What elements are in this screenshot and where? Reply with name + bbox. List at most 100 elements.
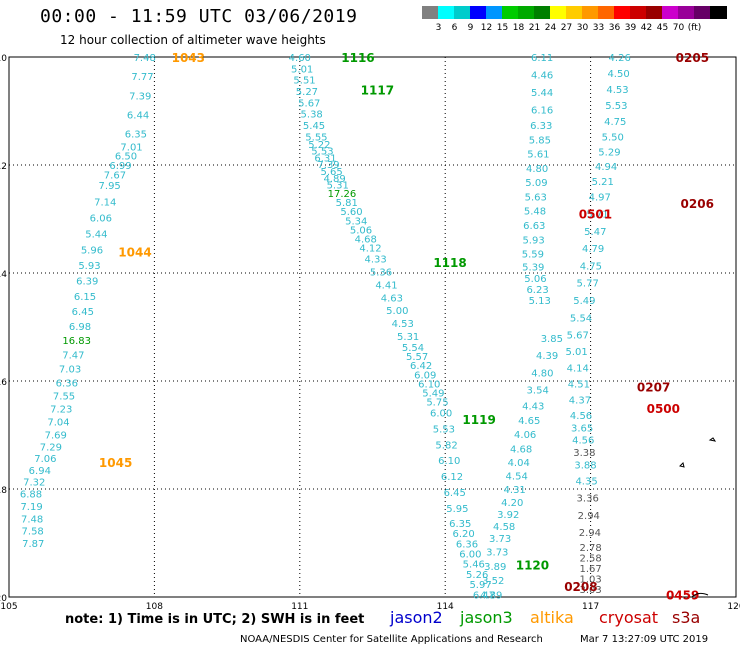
legend-jason3: jason3 [460, 608, 513, 627]
swh-value: 4.80 [531, 368, 553, 379]
color-scale-label: 21 [528, 23, 541, 33]
swh-value: 5.51 [293, 76, 315, 87]
swh-value: 7.95 [99, 181, 121, 192]
color-swatch [678, 6, 695, 19]
swh-value: 6.50 [115, 152, 137, 163]
swh-value: 7.48 [21, 514, 43, 525]
color-scale-label: 33 [592, 23, 605, 33]
time-label: 0459 [666, 588, 699, 602]
swh-value: 6.63 [523, 221, 545, 232]
swh-value: 4.04 [508, 458, 530, 469]
swh-value: 4.79 [582, 244, 604, 255]
swh-value: 5.06 [350, 225, 372, 236]
swh-value: 7.39 [129, 91, 151, 102]
swh-value: 7.29 [40, 442, 62, 453]
color-scale-label: 30 [576, 23, 589, 33]
lat-tick-label: 20 [0, 594, 7, 604]
swh-value: 5.46 [463, 560, 485, 571]
color-swatch [550, 6, 567, 19]
swh-value: 6.09 [414, 370, 436, 381]
color-swatch [502, 6, 519, 19]
swh-value: 5.34 [345, 216, 367, 227]
color-scale-label: 27 [560, 23, 573, 33]
swh-value: 5.77 [577, 279, 599, 290]
swh-value: 4.33 [364, 255, 386, 266]
swh-value: 7.32 [23, 478, 45, 489]
footer: NOAA/NESDIS Center for Satellite Applica… [240, 634, 708, 645]
swh-value: 5.67 [298, 98, 320, 109]
swh-value: 6.42 [410, 361, 432, 372]
swh-value: 4.53 [392, 319, 414, 330]
swh-value: 5.48 [524, 207, 546, 218]
color-swatch [662, 6, 679, 19]
swh-value: 5.96 [81, 245, 103, 256]
lon-tick-label: 108 [146, 602, 163, 612]
swh-value: 5.44 [531, 88, 553, 99]
swh-value: 5.54 [402, 343, 424, 354]
swh-value: 5.36 [370, 268, 392, 279]
swh-value: 6.45 [444, 488, 466, 499]
swh-value: 4.68 [510, 444, 532, 455]
swh-value: 7.77 [131, 72, 153, 83]
swh-value: 2.94 [579, 528, 601, 539]
swh-value: 4.06 [514, 430, 536, 441]
swh-value: 5.93 [78, 261, 100, 272]
swh-value: 4.65 [518, 416, 540, 427]
lon-tick-label: 111 [291, 602, 308, 612]
swh-value: 4.31 [504, 485, 526, 496]
swh-value: 6.31 [314, 153, 336, 164]
lat-tick-label: 10 [0, 54, 7, 64]
swh-value: 6.44 [127, 110, 149, 121]
note-text: note: 1) Time is in UTC; 2) SWH is in fe… [65, 612, 365, 627]
swh-value: 6.10 [438, 456, 460, 467]
swh-value: 17.26 [328, 189, 357, 200]
swh-value: 5.26 [466, 570, 488, 581]
swh-value: 7.55 [53, 392, 75, 403]
color-swatch [630, 6, 647, 19]
swh-value: 3.03 [579, 585, 601, 596]
swh-value: 6.35 [125, 130, 147, 141]
time-label: 0207 [637, 380, 670, 394]
swh-value: 7.69 [45, 430, 67, 441]
color-scale-label: 70 [672, 23, 685, 33]
swh-value: 4.37 [569, 395, 591, 406]
swh-value: 5.31 [397, 332, 419, 343]
swh-value: 5.75 [426, 398, 448, 409]
swh-value: 6.94 [29, 466, 51, 477]
color-swatch [454, 6, 471, 19]
swh-value: 5.01 [565, 347, 587, 358]
swh-value: 5.54 [570, 313, 592, 324]
color-scale-label: (ft) [687, 23, 702, 33]
lat-tick-label: 16 [0, 378, 7, 388]
swh-value: 5.01 [291, 64, 313, 75]
swh-value: 5.53 [433, 424, 455, 435]
swh-value: 5.50 [602, 132, 624, 143]
coastline-outline [691, 592, 709, 598]
swh-value: 5.06 [524, 274, 546, 285]
swh-value: 3.54 [527, 386, 549, 397]
swh-value: 4.41 [375, 280, 397, 291]
swh-value: 6.45 [72, 307, 94, 318]
swh-value: 4.89 [480, 590, 502, 601]
swh-value: 6.47 [473, 590, 495, 601]
island-outline [679, 462, 685, 468]
lat-tick-label: 12 [0, 162, 7, 172]
swh-value: 3.92 [497, 510, 519, 521]
lat-tick-label: 14 [0, 270, 7, 280]
swh-value: 7.23 [50, 405, 72, 416]
swh-value: 4.56 [570, 411, 592, 422]
color-scale-label: 9 [467, 23, 474, 33]
swh-value: 4.56 [572, 436, 594, 447]
swh-value: 16.83 [62, 336, 91, 347]
color-swatch [582, 6, 599, 19]
swh-value: 7.67 [104, 170, 126, 181]
color-scale-label: 39 [624, 23, 637, 33]
swh-value: 5.67 [567, 331, 589, 342]
swh-value: 6.12 [441, 472, 463, 483]
time-label: 0206 [681, 197, 714, 211]
color-scale-label: 24 [544, 23, 557, 33]
legend-s3a: s3a [672, 608, 701, 627]
swh-value: 4.94 [595, 162, 617, 173]
color-swatch [694, 6, 711, 19]
